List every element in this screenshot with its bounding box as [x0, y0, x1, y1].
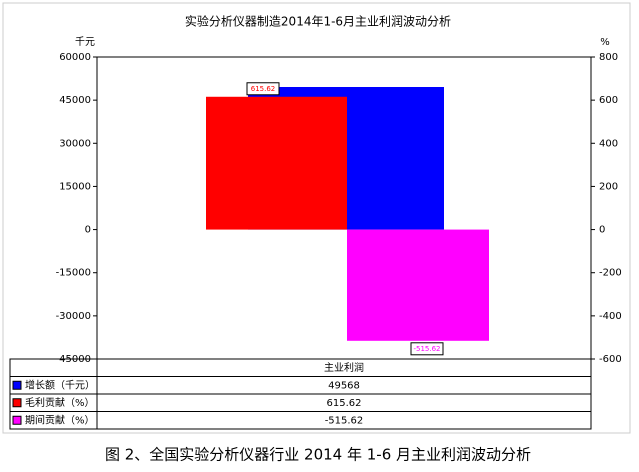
y2-tick-label: 600 — [599, 95, 618, 106]
chart-title: 实验分析仪器制造2014年1-6月主业利润波动分析 — [185, 14, 451, 29]
table-header: 主业利润 — [324, 361, 364, 374]
bar — [206, 96, 347, 230]
y-tick-label: -15000 — [56, 268, 91, 279]
y2-tick-label: -600 — [599, 354, 622, 365]
legend-swatch — [12, 398, 22, 408]
legend-label: 期间贡献（%） — [25, 413, 95, 426]
data-label-box — [246, 82, 280, 96]
table-value: 49568 — [328, 380, 360, 391]
legend-label: 毛利贡献（%） — [25, 396, 95, 409]
y-tick-label: 30000 — [59, 138, 91, 149]
bar — [347, 229, 489, 341]
data-label: -515.62 — [413, 345, 440, 353]
y-axis-label: 千元 — [75, 36, 95, 48]
y-tick-label: 45000 — [59, 95, 91, 106]
y-tick-label: 0 — [85, 225, 91, 236]
y2-tick-label: -400 — [599, 311, 622, 322]
y2-axis-label: % — [600, 37, 610, 48]
data-label: 615.62 — [251, 85, 276, 93]
legend-label: 增长额（千元） — [25, 378, 95, 391]
y2-tick-label: 800 — [599, 52, 618, 63]
y-tick-label: 15000 — [59, 181, 91, 192]
legend-swatch — [12, 415, 22, 425]
y-tick-label: 60000 — [59, 52, 91, 63]
legend-swatch — [12, 380, 22, 390]
y2-tick-label: 200 — [599, 181, 618, 192]
y2-tick-label: 0 — [599, 225, 605, 236]
y2-tick-label: 400 — [599, 138, 618, 149]
table-value: -515.62 — [325, 415, 364, 426]
y-tick-label: -30000 — [56, 311, 91, 322]
y2-tick-label: -200 — [599, 268, 622, 279]
caption: 图 2、全国实验分析仪器行业 2014 年 1-6 月主业利润波动分析 — [105, 446, 531, 464]
data-label-box — [410, 342, 444, 356]
table-value: 615.62 — [327, 398, 362, 409]
